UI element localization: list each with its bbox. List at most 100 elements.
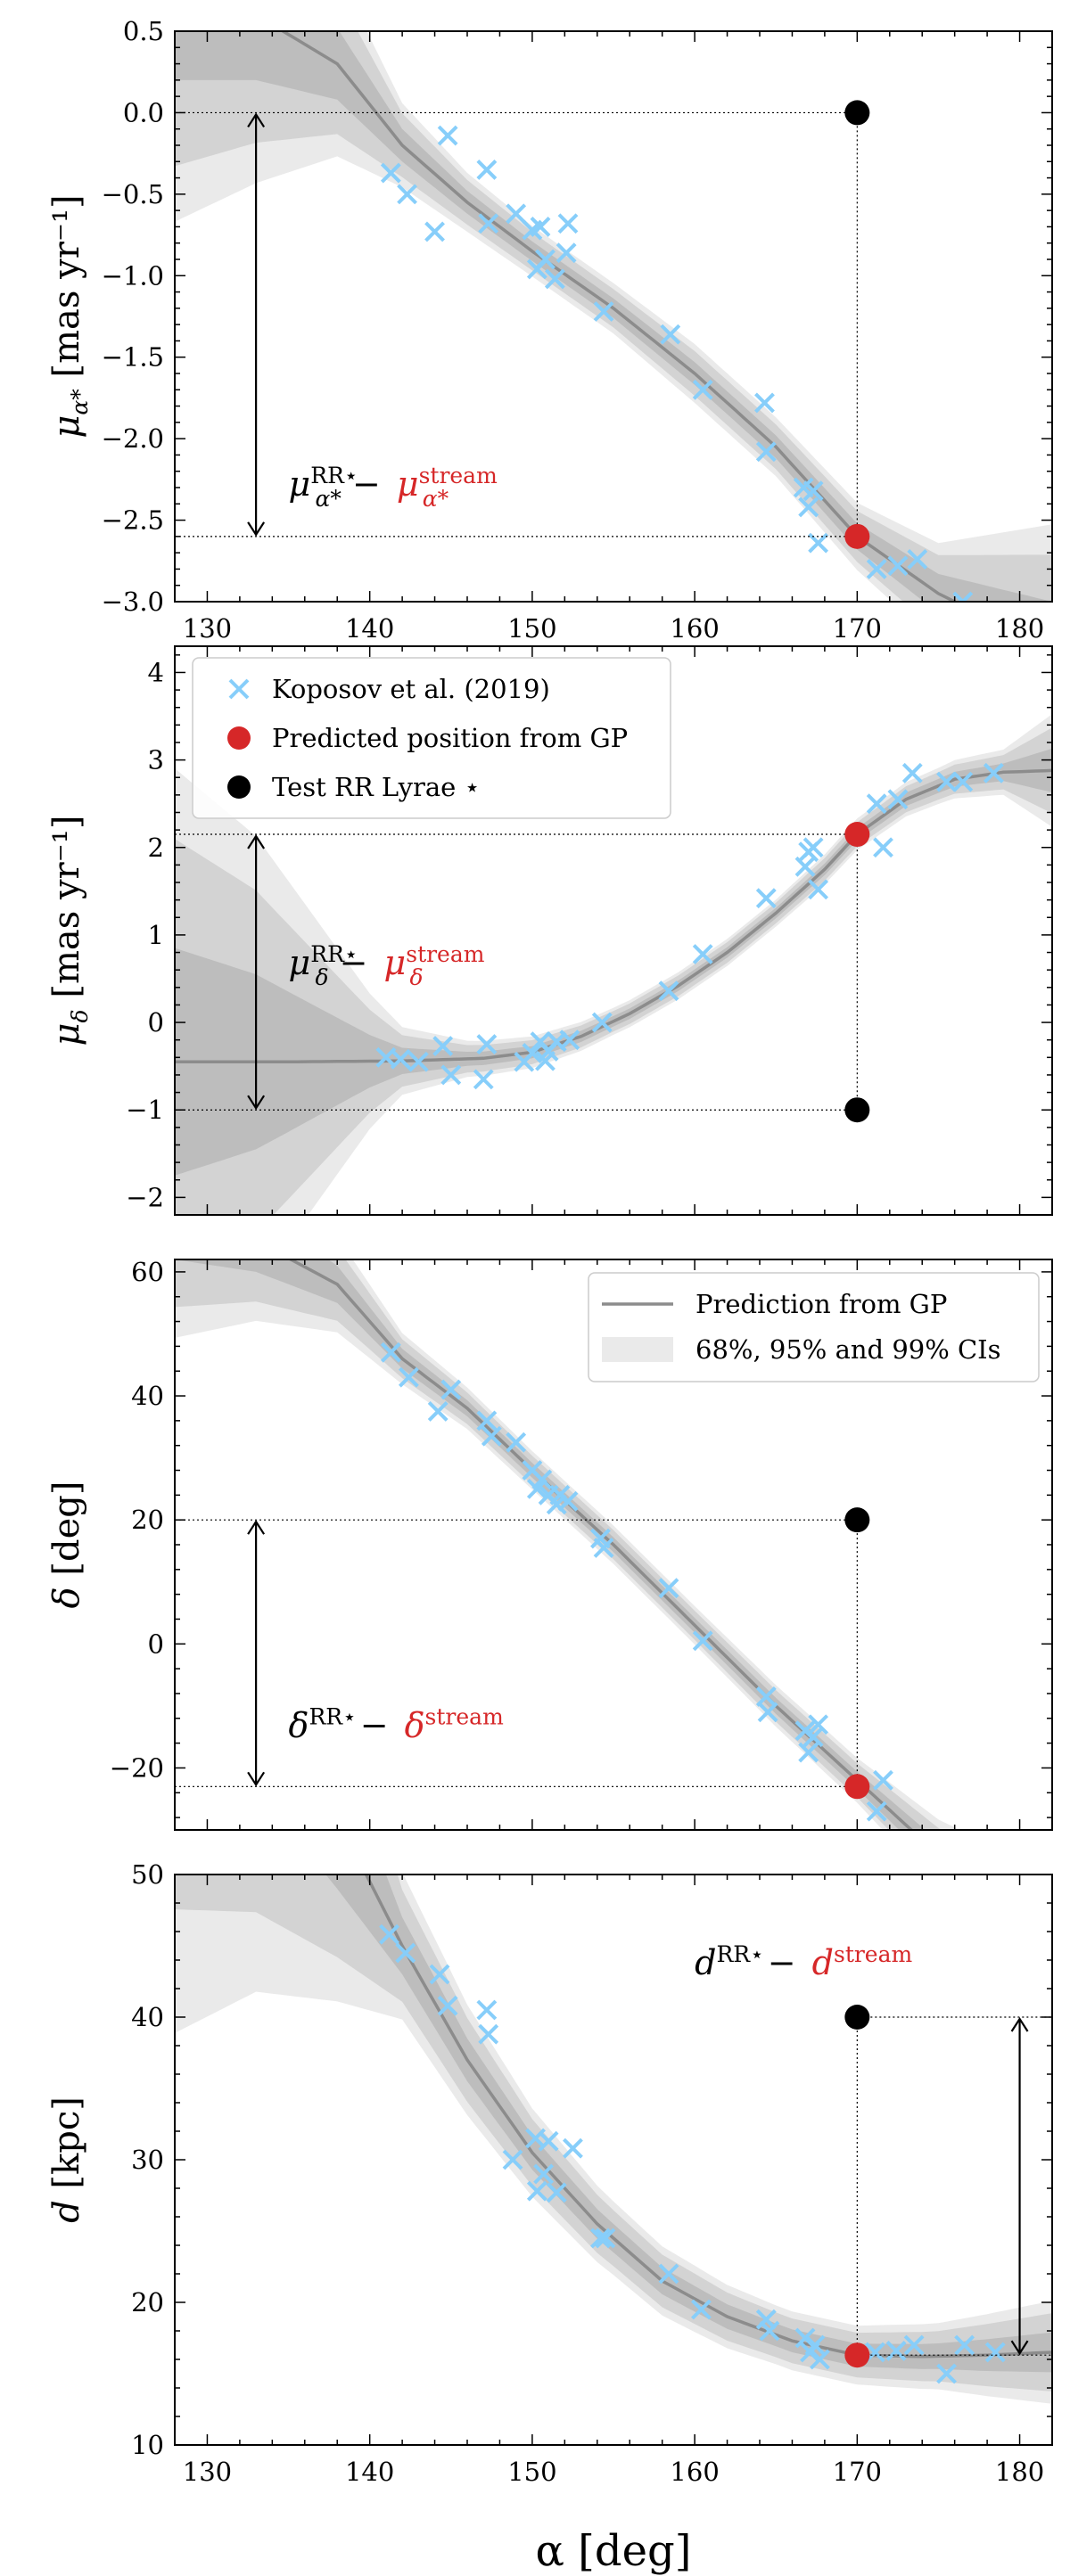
observation-distance-19	[794, 2327, 816, 2349]
observation-pmra-9	[530, 217, 551, 237]
plot-area-pmra	[175, 31, 1052, 602]
observation-dec-9	[531, 1469, 553, 1490]
observation-distance-8	[526, 2180, 547, 2202]
y-tick-label-pmra--3: −3.0	[102, 587, 164, 617]
observation-pmra-24	[887, 555, 909, 577]
test-rr-lyrae-point-distance	[844, 2005, 870, 2030]
annotation-base: d	[695, 1943, 716, 1982]
observation-pmra-22	[808, 532, 829, 554]
legend-gp-frame	[588, 1272, 1040, 1382]
observation-distance-9	[533, 2163, 555, 2185]
annotation-base: μ	[289, 943, 311, 982]
observation-pmra-4	[476, 160, 498, 180]
legend-frame	[192, 657, 671, 819]
ci-band-95-pmra	[175, 31, 1052, 602]
y-tick-label-pmdec-4: 4	[148, 657, 164, 687]
gp-mean-line-distance	[364, 1875, 1052, 2359]
observation-distance-4	[476, 1999, 498, 2021]
y-tick-label-pmdec-1: 1	[148, 920, 164, 950]
axes-frame-pmra	[174, 30, 1053, 603]
x-axis-label: α [deg]	[536, 2526, 692, 2576]
plot-area-dec	[175, 1259, 960, 1830]
arrow-head-start-pmdec	[247, 833, 266, 849]
y-tick-label-pmra--2.5: −2.5	[102, 505, 164, 536]
x-tick-label-pmra-140: 140	[345, 613, 394, 644]
observation-distance-27	[954, 2334, 975, 2356]
observation-pmra-26	[952, 591, 974, 602]
predicted-point-distance	[844, 2342, 870, 2368]
x-tick-label-pmra-170: 170	[833, 613, 882, 644]
y-tick-label-distance-10: 10	[131, 2430, 164, 2460]
observation-pmra-13	[557, 213, 579, 234]
observation-dec-23	[808, 1714, 829, 1735]
observation-dec-21	[798, 1742, 819, 1763]
observation-pmdec-1	[390, 1048, 411, 1070]
observation-pmdec-18	[794, 856, 816, 877]
panel-pmdec: μRR⋆ δ − μstream δ 4 3 2 1 0 −1 −2 μδ [mas yr⁻¹]	[46, 645, 1053, 1216]
y-tick-label-dec--20: −20	[110, 1752, 164, 1783]
panel-dec: δRR⋆ − δstream 60 40 20 0 −20 δ [deg]	[46, 1257, 1053, 1831]
observation-distance-16	[690, 2299, 712, 2320]
y-axis-label-dec: δ [deg]	[46, 1481, 87, 1609]
annotation-distance: dRR⋆ − dstream	[695, 1941, 912, 1982]
observation-distance-5	[478, 2023, 499, 2045]
legend-predicted-marker	[227, 726, 251, 750]
gp-mean-line-pmdec	[175, 768, 1052, 1063]
observation-pmra-20	[798, 496, 819, 518]
observation-pmdec-4	[440, 1064, 462, 1086]
observation-pmdec-25	[887, 789, 909, 810]
observation-pmra-16	[692, 379, 713, 400]
observation-pmdec-21	[808, 879, 829, 900]
gp-mean-line-dec	[287, 1259, 914, 1830]
annotation-pmdec: μRR⋆ δ − μstream δ	[289, 941, 485, 990]
test-rr-lyrae-point-pmdec	[844, 1097, 870, 1123]
observation-pmdec-28	[983, 762, 1004, 783]
observation-dec-5	[481, 1425, 502, 1447]
arrow-head-start-pmra	[247, 112, 266, 128]
y-axis-label-pmra: μα* [mas yr⁻¹]	[46, 194, 93, 438]
ci-band-95-pmdec	[175, 727, 1052, 1215]
test-rr-lyrae-point-dec	[844, 1507, 870, 1533]
observation-distance-22	[810, 2349, 830, 2370]
legend-ci-marker	[602, 1337, 673, 1362]
observation-dec-3	[440, 1379, 462, 1400]
annotation-base: δ	[289, 1706, 309, 1745]
observation-pmdec-20	[802, 837, 824, 858]
observation-pmdec-13	[559, 1030, 580, 1051]
observation-pmra-17	[754, 392, 775, 414]
observation-distance-17	[755, 2309, 777, 2330]
x-tick-label-distance-160: 160	[670, 2457, 719, 2487]
arrow-head-start-distance	[1010, 2016, 1029, 2032]
observation-dec-15	[593, 1538, 614, 1558]
observation-pmra-18	[755, 441, 777, 463]
observation-dec-2	[427, 1401, 449, 1422]
observation-dec-4	[476, 1410, 498, 1432]
y-tick-label-dec-0: 0	[148, 1628, 164, 1659]
legend-koposov-label: Koposov et al. (2019)	[272, 674, 550, 704]
y-tick-label-pmra--1: −1.0	[102, 260, 164, 291]
observation-distance-13	[590, 2227, 611, 2249]
panel-pmra: μRR⋆ α* − μstream α* 130 140 150 160 170 180 0.5 0.…	[46, 16, 1053, 644]
observation-pmra-5	[478, 213, 499, 234]
observation-dec-22	[802, 1727, 824, 1748]
observation-distance-15	[658, 2263, 679, 2285]
y-tick-label-pmdec-0: 0	[148, 1007, 164, 1038]
y-tick-label-pmra--1.5: −1.5	[102, 342, 164, 373]
observation-pmra-25	[907, 549, 928, 570]
ci-band-68-pmra	[175, 31, 1052, 602]
observation-distance-1	[395, 1942, 416, 1964]
y-tick-label-dec-20: 20	[131, 1505, 164, 1535]
observation-pmra-3	[437, 125, 458, 146]
y-tick-label-pmra--2: −2.0	[102, 423, 164, 454]
predicted-point-pmra	[844, 523, 870, 549]
observation-pmdec-8	[522, 1043, 543, 1063]
y-tick-label-pmra-0: 0.0	[123, 97, 164, 127]
observation-dec-25	[873, 1769, 893, 1791]
observation-distance-6	[502, 2149, 523, 2170]
arrow-head-start-dec	[247, 1520, 266, 1535]
x-tick-label-distance-170: 170	[833, 2457, 882, 2487]
legend-koposov-marker	[228, 678, 250, 700]
observation-pmdec-24	[901, 762, 923, 783]
legend-test-label: Test RR Lyrae ⋆	[272, 772, 481, 802]
